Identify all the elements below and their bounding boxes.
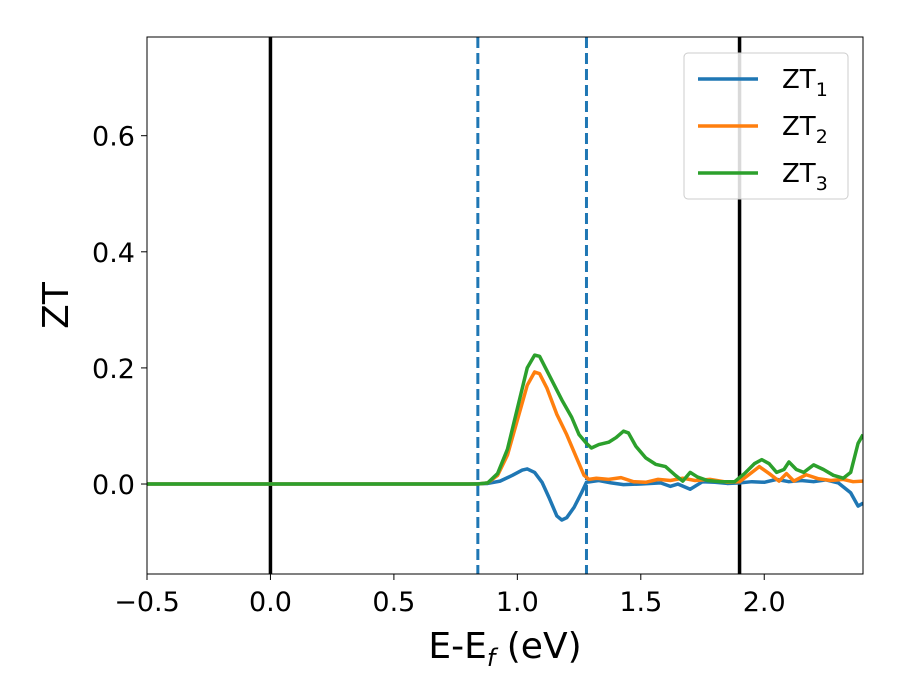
legend-entry-name: ZT <box>782 65 816 95</box>
x-tick-label: −0.5 <box>114 587 180 618</box>
y-axis-label: ZT <box>36 281 77 329</box>
legend-entry-name: ZT <box>782 112 816 142</box>
y-tick-label: 0.2 <box>92 354 135 385</box>
x-axis-label-main: E-E <box>428 626 486 667</box>
legend-box <box>683 52 849 200</box>
x-tick-label: 1.5 <box>619 587 662 618</box>
y-axis: 0.0 0.2 0.4 0.6 <box>92 122 147 501</box>
plot-frame <box>146 36 864 575</box>
y-tick-label: 0.0 <box>92 470 135 501</box>
series-line-zt2 <box>147 370 863 486</box>
reference-lines <box>268 37 742 574</box>
x-axis: −0.5 0.0 0.5 1.0 1.5 2.0 <box>114 574 786 618</box>
legend-entry-subscript: 2 <box>816 126 828 148</box>
y-tick-label: 0.4 <box>92 238 135 269</box>
series-line-zt1 <box>147 467 863 522</box>
legend-entry-label: ZT3 <box>782 159 828 195</box>
legend-entry-subscript: 3 <box>816 173 828 195</box>
x-tick-label: 0.0 <box>249 587 292 618</box>
legend-entry-name: ZT <box>782 159 816 189</box>
x-tick-label: 2.0 <box>743 587 786 618</box>
series-layer <box>147 353 863 522</box>
y-tick-label: 0.6 <box>92 122 135 153</box>
legend-entry-subscript: 1 <box>816 79 828 101</box>
legend-entry-label: ZT2 <box>782 112 828 148</box>
x-axis-label: E-Ef (eV) <box>428 626 581 672</box>
series-line-zt3 <box>147 353 863 486</box>
x-tick-label: 1.0 <box>496 587 539 618</box>
x-tick-label: 0.5 <box>372 587 415 618</box>
x-axis-label-unit: (eV) <box>495 626 581 667</box>
legend-entry-label: ZT1 <box>782 65 828 101</box>
